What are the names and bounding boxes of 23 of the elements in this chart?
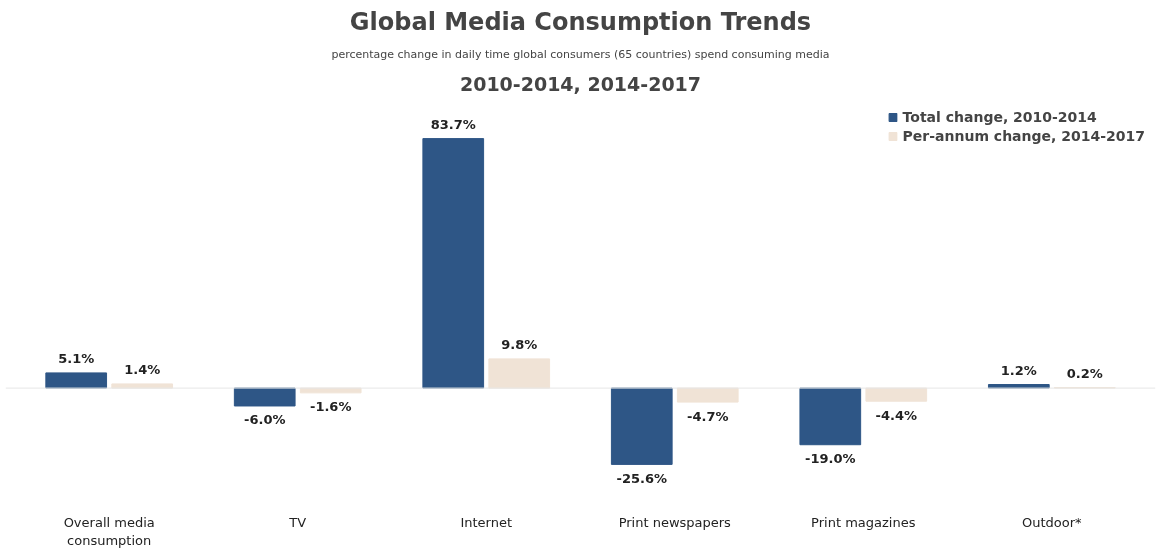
data-label: -1.6% — [309, 399, 352, 415]
x-tick-label: Outdoor* — [1022, 514, 1083, 530]
legend-label: Per-annum change, 2014-2017 — [902, 128, 1145, 144]
data-label: -4.4% — [875, 407, 918, 423]
data-label: -6.0% — [244, 412, 286, 428]
data-label: 9.8% — [501, 337, 538, 353]
x-tick-label: Internet — [460, 514, 513, 530]
data-label: -19.0% — [805, 451, 856, 467]
data-label: 83.7% — [430, 117, 476, 133]
legend-label: Total change, 2010-2014 — [902, 109, 1097, 125]
x-tick-label: Overall media consumption — [63, 514, 155, 548]
x-tick-label: Print magazines — [811, 514, 916, 530]
x-tick-label: TV — [288, 514, 307, 530]
data-label: -4.7% — [687, 408, 729, 424]
data-label: -25.6% — [616, 470, 668, 486]
data-label: 5.1% — [58, 351, 95, 367]
x-tick-label: Print newspapers — [618, 514, 732, 530]
data-label: 1.4% — [124, 362, 161, 378]
text: 2010-2014, 2014-2017 — [459, 72, 702, 95]
chart-title: Global Media Consumption Trends — [349, 7, 812, 36]
chart-subtitle: percentage change in daily time global consumers (65 countries) spend consuming media — [331, 47, 830, 61]
data-label: 0.2% — [1066, 365, 1103, 381]
data-label: 1.2% — [1000, 363, 1037, 378]
